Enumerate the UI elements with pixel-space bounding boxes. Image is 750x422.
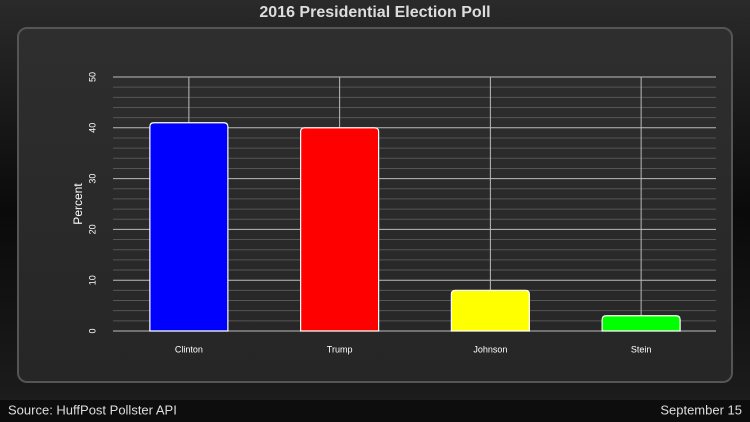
y-axis-label: Percent (71, 183, 85, 225)
x-tick-label: Trump (327, 344, 353, 354)
y-tick-label: 10 (87, 275, 97, 285)
y-tick-label: 0 (87, 328, 97, 333)
bar (300, 127, 380, 332)
chart-title: 2016 Presidential Election Poll (259, 4, 490, 21)
y-tick-label: 40 (87, 123, 97, 133)
bar (149, 122, 229, 332)
y-tick-label: 30 (87, 174, 97, 184)
bar (450, 289, 530, 332)
x-tick-label: Johnson (473, 344, 507, 354)
y-tick-label: 20 (87, 224, 97, 234)
footer-bar (0, 400, 750, 422)
plot: 0 10 20 30 40 50 Clinton Trump Johnson Stein (87, 72, 716, 354)
x-tick-label: Stein (631, 344, 652, 354)
y-tick-label: 50 (87, 72, 97, 82)
footer-source: Source: HuffPost Pollster API (8, 402, 177, 417)
footer-date: September 15 (660, 402, 742, 417)
x-tick-label: Clinton (175, 344, 203, 354)
bar (601, 315, 681, 332)
